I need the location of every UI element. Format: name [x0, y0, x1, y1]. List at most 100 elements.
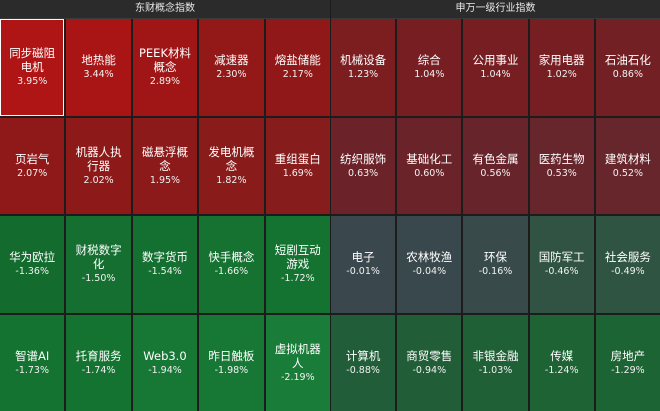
- heatmap-tile[interactable]: PEEK材料概念 2.89%: [132, 19, 198, 116]
- tile-change-percent: -0.94%: [412, 364, 447, 376]
- heatmap-tile[interactable]: 页岩气 2.07%: [0, 117, 65, 214]
- heatmap-tile[interactable]: 社会服务 -0.49%: [595, 216, 660, 313]
- heatmap-tile[interactable]: 托育服务 -1.74%: [66, 314, 131, 411]
- tile-change-percent: -0.49%: [611, 266, 645, 278]
- heatmap-tile[interactable]: 国防军工 -0.46%: [529, 216, 594, 313]
- tile-change-percent: -1.54%: [148, 266, 182, 278]
- tile-change-percent: -1.36%: [15, 266, 49, 278]
- tile-name: 机械设备: [340, 53, 387, 68]
- tile-name: 基础化工: [406, 151, 453, 166]
- tile-change-percent: -1.73%: [15, 364, 49, 376]
- heatmap-tile[interactable]: 发电机概念 1.82%: [199, 117, 264, 214]
- tile-name: 华为欧拉: [9, 250, 56, 265]
- tile-name: 重组蛋白: [274, 151, 321, 166]
- tile-change-percent: 0.60%: [414, 167, 445, 179]
- tile-name: 家用电器: [538, 53, 585, 68]
- tile-name: 快手概念: [208, 250, 255, 265]
- tile-name: 医药生物: [538, 151, 585, 166]
- tile-name: 虚拟机器人: [274, 341, 321, 370]
- tile-name: 短剧互动游戏: [274, 243, 321, 272]
- tile-change-percent: 0.86%: [612, 69, 643, 81]
- tile-name: 机器人执行器: [75, 144, 122, 173]
- tile-name: 建筑材料: [604, 151, 651, 166]
- heatmap-tile[interactable]: 石油石化 0.86%: [595, 19, 660, 116]
- tile-name: 昨日触板: [208, 348, 255, 363]
- heatmap-tile[interactable]: 非银金融 -1.03%: [463, 314, 528, 411]
- concept-index-panel: 东财概念指数 同步磁阻电机 3.95% 地热能 3.44% PEEK材料概念 2.89% 减…: [0, 0, 330, 411]
- heatmap-tile[interactable]: 数字货币 -1.54%: [132, 216, 198, 313]
- heatmap-tile[interactable]: 农林牧渔 -0.04%: [397, 216, 462, 313]
- tile-change-percent: 1.95%: [149, 174, 181, 186]
- tile-change-percent: 0.56%: [480, 167, 511, 179]
- heatmap-tile[interactable]: 智谱AI -1.73%: [0, 314, 65, 411]
- heatmap-tile[interactable]: 短剧互动游戏 -1.72%: [265, 216, 330, 313]
- heatmap-tile[interactable]: 地热能 3.44%: [66, 19, 131, 116]
- heatmap-tile[interactable]: 磁悬浮概念 1.95%: [132, 117, 198, 214]
- tile-name: 商贸零售: [406, 348, 453, 363]
- tile-name: 房地产: [610, 348, 646, 363]
- tile-name: 计算机: [345, 348, 381, 363]
- tile-change-percent: -0.16%: [478, 266, 513, 278]
- tile-name: 发电机概念: [208, 144, 255, 173]
- tile-name: PEEK材料概念: [138, 46, 191, 75]
- heatmap-tile[interactable]: 基础化工 0.60%: [397, 117, 462, 214]
- heatmap-tile[interactable]: 虚拟机器人 -2.19%: [265, 314, 330, 411]
- heatmap-tile[interactable]: 熔盐储能 2.17%: [265, 19, 330, 116]
- tile-change-percent: 1.02%: [546, 69, 577, 81]
- tile-name: 地热能: [81, 53, 116, 68]
- heatmap-tile[interactable]: 医药生物 0.53%: [529, 117, 594, 214]
- heatmap-tile[interactable]: 计算机 -0.88%: [331, 314, 396, 411]
- heatmap-tile[interactable]: 机械设备 1.23%: [331, 19, 396, 116]
- heatmap-tile[interactable]: 传媒 -1.24%: [529, 314, 594, 411]
- heatmap-tile[interactable]: 财税数字化 -1.50%: [66, 216, 131, 313]
- heatmap-tile[interactable]: 纺织服饰 0.63%: [331, 117, 396, 214]
- tile-change-percent: -1.72%: [280, 273, 315, 285]
- tile-name: 财税数字化: [75, 243, 122, 272]
- tile-change-percent: 0.53%: [546, 167, 577, 179]
- tile-change-percent: 2.07%: [17, 167, 48, 179]
- tile-change-percent: 1.23%: [348, 69, 379, 81]
- heatmap-tile[interactable]: 昨日触板 -1.98%: [199, 314, 264, 411]
- heatmap-tile[interactable]: 华为欧拉 -1.36%: [0, 216, 65, 313]
- heatmap-tile[interactable]: 快手概念 -1.66%: [199, 216, 264, 313]
- tile-name: 电子: [351, 250, 375, 265]
- tile-change-percent: 3.44%: [83, 69, 114, 81]
- heatmap-tile[interactable]: 减速器 2.30%: [199, 19, 264, 116]
- tile-change-percent: -1.98%: [214, 364, 249, 376]
- tile-change-percent: -2.19%: [280, 371, 315, 383]
- heatmap-tile[interactable]: 机器人执行器 2.02%: [66, 117, 131, 214]
- tile-name: 磁悬浮概念: [141, 144, 188, 173]
- industry-index-title: 申万一级行业指数: [331, 0, 660, 19]
- heatmap-tile[interactable]: 有色金属 0.56%: [463, 117, 528, 214]
- tile-change-percent: 2.02%: [83, 174, 114, 186]
- tile-change-percent: -1.50%: [81, 273, 116, 285]
- heatmap-tile[interactable]: 综合 1.04%: [397, 19, 462, 116]
- tile-change-percent: -1.03%: [478, 364, 513, 376]
- heatmap-tile[interactable]: 重组蛋白 1.69%: [265, 117, 330, 214]
- heatmap-tile[interactable]: 环保 -0.16%: [463, 216, 528, 313]
- tile-name: 纺织服饰: [340, 151, 387, 166]
- heatmap-tile[interactable]: 同步磁阻电机 3.95%: [0, 19, 65, 116]
- tile-name: 公用事业: [472, 53, 519, 68]
- tile-change-percent: 3.95%: [17, 76, 48, 88]
- heatmap-tile[interactable]: 电子 -0.01%: [331, 216, 396, 313]
- tile-name: 社会服务: [604, 250, 651, 265]
- tile-name: 同步磁阻电机: [9, 46, 56, 75]
- tile-change-percent: -0.46%: [544, 266, 579, 278]
- tile-name: 石油石化: [604, 53, 651, 68]
- heatmap-tile[interactable]: 家用电器 1.02%: [529, 19, 594, 116]
- tile-name: 农林牧渔: [406, 250, 453, 265]
- tile-name: 数字货币: [141, 250, 188, 265]
- tile-change-percent: 2.30%: [216, 69, 247, 81]
- heatmap-tile[interactable]: 建筑材料 0.52%: [595, 117, 660, 214]
- heatmap-tile[interactable]: 公用事业 1.04%: [463, 19, 528, 116]
- tile-name: 国防军工: [538, 250, 585, 265]
- tile-change-percent: -1.94%: [148, 364, 182, 376]
- heatmap-tile[interactable]: 房地产 -1.29%: [595, 314, 660, 411]
- tile-change-percent: -1.29%: [611, 364, 645, 376]
- heatmap-tile[interactable]: 商贸零售 -0.94%: [397, 314, 462, 411]
- tile-name: 有色金属: [472, 151, 519, 166]
- tile-change-percent: -1.24%: [544, 364, 579, 376]
- tile-change-percent: 1.04%: [414, 69, 445, 81]
- heatmap-tile[interactable]: Web3.0 -1.94%: [132, 314, 198, 411]
